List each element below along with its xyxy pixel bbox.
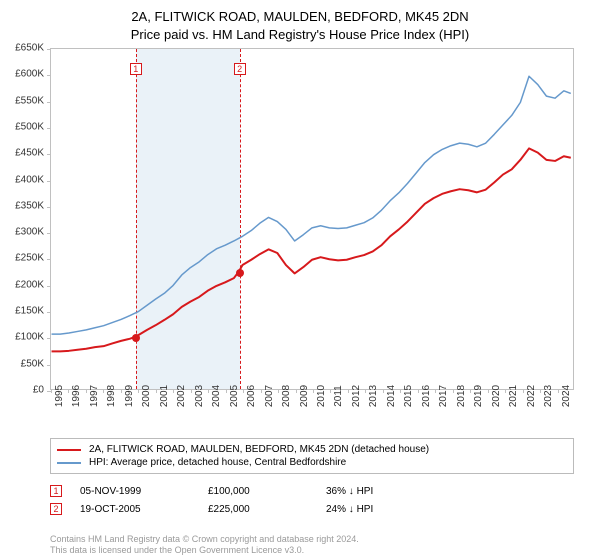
sale-1-hpi: 36% ↓ HPI [326, 486, 446, 497]
sale-2-dot [236, 269, 244, 277]
legend-swatch-property [57, 449, 81, 451]
x-tick-label: 2009 [299, 385, 310, 407]
x-tick-label: 2010 [316, 385, 327, 407]
y-tick-label: £600K [15, 69, 44, 80]
x-tick-label: 2014 [386, 385, 397, 407]
x-tick-label: 1995 [54, 385, 65, 407]
y-tick-label: £650K [15, 43, 44, 54]
sale-row-2: 2 19-OCT-2005 £225,000 24% ↓ HPI [50, 500, 574, 518]
y-tick-label: £200K [15, 279, 44, 290]
footer-line-2: This data is licensed under the Open Gov… [50, 545, 574, 556]
plot-area: 1 2 [50, 48, 574, 390]
sale-2-hpi: 24% ↓ HPI [326, 504, 446, 515]
x-tick-label: 2013 [368, 385, 379, 407]
chart-container: 2A, FLITWICK ROAD, MAULDEN, BEDFORD, MK4… [0, 0, 600, 560]
x-tick-label: 2005 [229, 385, 240, 407]
x-tick-label: 2020 [491, 385, 502, 407]
sale-1-price: £100,000 [208, 486, 308, 497]
y-tick-label: £350K [15, 200, 44, 211]
sale-1-dot [132, 334, 140, 342]
x-tick-label: 2007 [264, 385, 275, 407]
y-tick-label: £400K [15, 174, 44, 185]
legend-label-hpi: HPI: Average price, detached house, Cent… [89, 457, 346, 468]
x-tick-label: 2021 [508, 385, 519, 407]
y-tick-label: £550K [15, 95, 44, 106]
x-tick-label: 2006 [246, 385, 257, 407]
x-tick-label: 2015 [403, 385, 414, 407]
y-tick-label: £150K [15, 306, 44, 317]
x-tick-label: 2016 [421, 385, 432, 407]
sale-2-date: 19-OCT-2005 [80, 504, 190, 515]
legend-swatch-hpi [57, 462, 81, 464]
x-tick-label: 1998 [106, 385, 117, 407]
x-tick-label: 2001 [159, 385, 170, 407]
title-line-2: Price paid vs. HM Land Registry's House … [0, 26, 600, 44]
x-tick-label: 2018 [456, 385, 467, 407]
y-tick-label: £500K [15, 121, 44, 132]
y-axis-labels: £0£50K£100K£150K£200K£250K£300K£350K£400… [0, 48, 48, 390]
y-tick-label: £50K [21, 358, 44, 369]
y-tick-label: £0 [33, 385, 44, 396]
x-tick-label: 2017 [438, 385, 449, 407]
x-tick-label: 2012 [351, 385, 362, 407]
x-tick-label: 2008 [281, 385, 292, 407]
y-tick-label: £450K [15, 148, 44, 159]
title-line-1: 2A, FLITWICK ROAD, MAULDEN, BEDFORD, MK4… [0, 8, 600, 26]
sale-2-badge: 2 [50, 503, 62, 515]
x-tick-label: 1999 [124, 385, 135, 407]
sale-1-badge: 1 [50, 485, 62, 497]
chart-lines-svg [51, 49, 573, 389]
x-tick-label: 1996 [71, 385, 82, 407]
sale-row-1: 1 05-NOV-1999 £100,000 36% ↓ HPI [50, 482, 574, 500]
y-tick-label: £100K [15, 332, 44, 343]
x-tick-label: 2003 [194, 385, 205, 407]
legend-label-property: 2A, FLITWICK ROAD, MAULDEN, BEDFORD, MK4… [89, 444, 429, 455]
x-axis-labels: 1995199619971998199920002001200220032004… [50, 390, 574, 440]
x-tick-label: 2022 [526, 385, 537, 407]
x-tick-label: 1997 [89, 385, 100, 407]
chart-title: 2A, FLITWICK ROAD, MAULDEN, BEDFORD, MK4… [0, 0, 600, 43]
x-tick-label: 2011 [333, 385, 344, 407]
sale-2-marker: 2 [234, 63, 246, 75]
footer: Contains HM Land Registry data © Crown c… [50, 534, 574, 557]
sale-1-date: 05-NOV-1999 [80, 486, 190, 497]
y-tick-label: £250K [15, 253, 44, 264]
x-tick-label: 2024 [561, 385, 572, 407]
x-tick-label: 2019 [473, 385, 484, 407]
y-tick-label: £300K [15, 227, 44, 238]
footer-line-1: Contains HM Land Registry data © Crown c… [50, 534, 574, 545]
x-tick-label: 2023 [543, 385, 554, 407]
x-tick-label: 2004 [211, 385, 222, 407]
sale-2-price: £225,000 [208, 504, 308, 515]
x-tick-label: 2002 [176, 385, 187, 407]
sales-table: 1 05-NOV-1999 £100,000 36% ↓ HPI 2 19-OC… [50, 482, 574, 518]
x-tick-label: 2000 [141, 385, 152, 407]
legend-row-property: 2A, FLITWICK ROAD, MAULDEN, BEDFORD, MK4… [57, 443, 567, 456]
legend-row-hpi: HPI: Average price, detached house, Cent… [57, 456, 567, 469]
sale-1-marker: 1 [130, 63, 142, 75]
legend: 2A, FLITWICK ROAD, MAULDEN, BEDFORD, MK4… [50, 438, 574, 474]
